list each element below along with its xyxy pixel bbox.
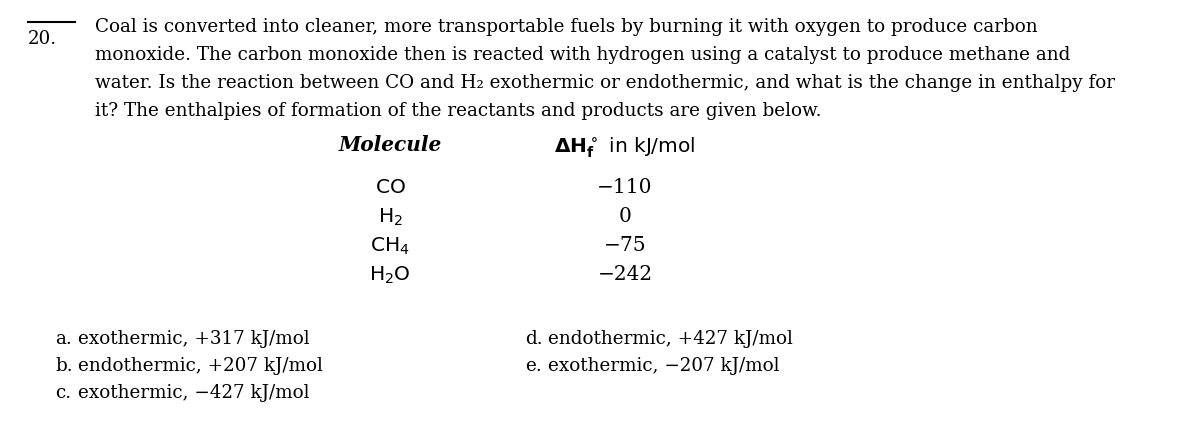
Text: $\mathrm{H_2}$: $\mathrm{H_2}$ [378,207,402,228]
Text: 0: 0 [618,207,631,226]
Text: water. Is the reaction between CO and H₂ exothermic or endothermic, and what is : water. Is the reaction between CO and H₂… [95,74,1115,92]
Text: −242: −242 [598,265,653,284]
Text: $\mathrm{CH_4}$: $\mathrm{CH_4}$ [371,236,409,257]
Text: b.: b. [55,357,73,375]
Text: e.: e. [526,357,541,375]
Text: exothermic, +317 kJ/mol: exothermic, +317 kJ/mol [78,330,310,348]
Text: endothermic, +207 kJ/mol: endothermic, +207 kJ/mol [78,357,323,375]
Text: a.: a. [55,330,72,348]
Text: $\mathbf{\Delta H_f^\circ}$ $\mathbf{\mathrm{in\ kJ/mol}}$: $\mathbf{\Delta H_f^\circ}$ $\mathbf{\ma… [554,135,696,160]
Text: Coal is converted into cleaner, more transportable fuels by burning it with oxyg: Coal is converted into cleaner, more tra… [95,18,1038,36]
Text: −75: −75 [604,236,647,255]
Text: exothermic, −427 kJ/mol: exothermic, −427 kJ/mol [78,384,310,402]
Text: $\mathrm{H_2O}$: $\mathrm{H_2O}$ [370,265,410,286]
Text: exothermic, −207 kJ/mol: exothermic, −207 kJ/mol [548,357,780,375]
Text: −110: −110 [598,178,653,197]
Text: c.: c. [55,384,71,402]
Text: $\mathrm{CO}$: $\mathrm{CO}$ [374,178,406,197]
Text: it? The enthalpies of formation of the reactants and products are given below.: it? The enthalpies of formation of the r… [95,102,822,120]
Text: Molecule: Molecule [338,135,442,155]
Text: endothermic, +427 kJ/mol: endothermic, +427 kJ/mol [548,330,793,348]
Text: 20.: 20. [28,30,58,48]
Text: monoxide. The carbon monoxide then is reacted with hydrogen using a catalyst to : monoxide. The carbon monoxide then is re… [95,46,1070,64]
Text: d.: d. [526,330,542,348]
